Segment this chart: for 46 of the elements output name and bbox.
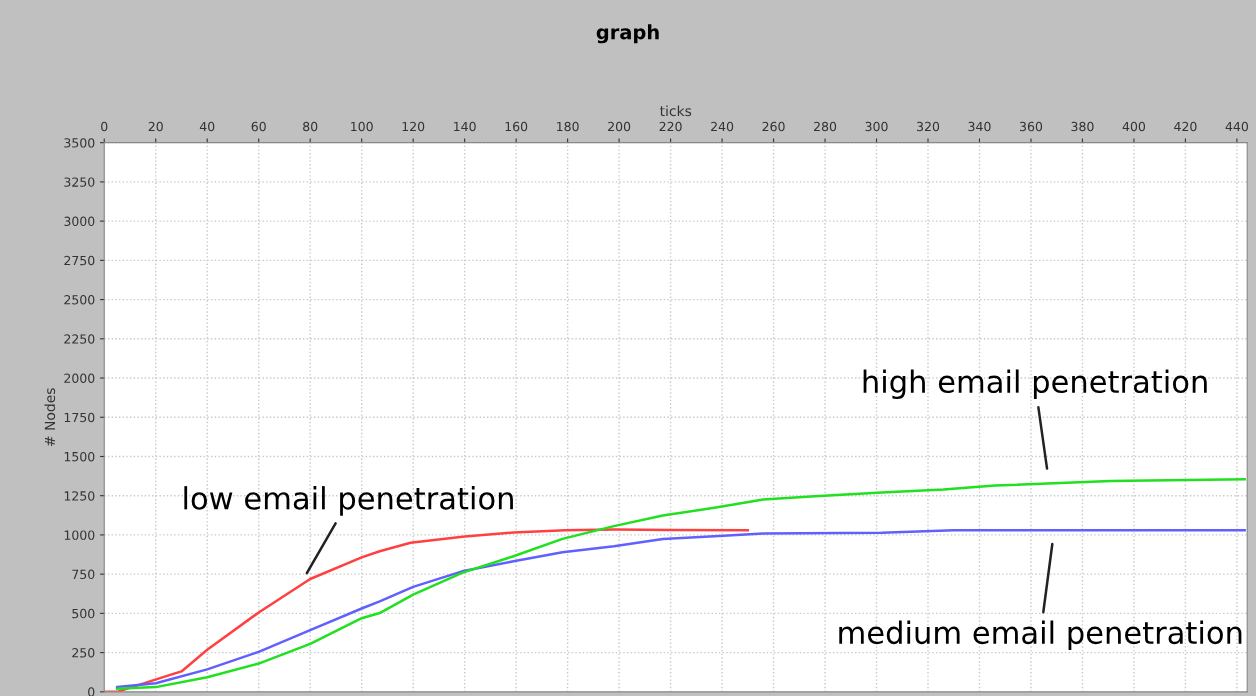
y-tick-label: 2750 [64, 255, 95, 266]
x-tick-label: 400 [1122, 121, 1146, 132]
y-tick-label: 2500 [64, 295, 95, 305]
y-tick-label: 3500 [64, 138, 95, 148]
x-tick-label: 180 [557, 121, 579, 132]
x-tick-label: 360 [1020, 121, 1043, 132]
x-tick-label: 340 [968, 121, 991, 132]
y-tick-label: 1250 [64, 491, 95, 501]
x-tick-label: 80 [303, 121, 318, 132]
y-tick-label: 250 [72, 648, 95, 658]
line-series [115, 528, 1246, 689]
annotation: low email penetration [184, 486, 513, 516]
x-tick-label: 380 [1071, 121, 1094, 132]
y-tick-label: 1500 [64, 451, 95, 462]
x-tick-label: 200 [608, 121, 631, 132]
y-tick-label: 750 [72, 569, 95, 580]
x-tick-label: 300 [865, 121, 888, 132]
y-tick-label: 2250 [64, 334, 95, 344]
y-axis-title: # Nodes [44, 388, 56, 446]
x-tick-label: 0 [101, 121, 108, 132]
y-tick-label: 2000 [64, 373, 95, 383]
x-tick-label: 20 [148, 121, 163, 132]
x-tick-label: 40 [199, 121, 215, 132]
y-tick-label: 0 [88, 687, 95, 696]
x-tick-label: 160 [505, 121, 528, 132]
x-tick-label: 320 [917, 121, 940, 132]
x-tick-label: 220 [659, 121, 682, 132]
x-tick-label: 440 [1225, 121, 1249, 132]
y-tick-label: 3250 [64, 177, 95, 187]
annotation: medium email penetration [839, 620, 1242, 651]
x-tick-label: 120 [402, 121, 425, 132]
x-tick-label: 100 [351, 121, 373, 132]
x-axis-title: ticks [659, 105, 692, 117]
y-tick-label: 3000 [64, 216, 95, 227]
x-tick-label: 280 [814, 121, 837, 132]
x-tick-label: 140 [454, 121, 476, 132]
x-tick-label: 240 [711, 121, 734, 132]
x-tick-label: 60 [251, 121, 266, 132]
y-tick-label: 500 [72, 608, 95, 619]
x-tick-label: 260 [762, 121, 785, 132]
chart-title: graph [596, 24, 659, 44]
annotation: high email penetration [863, 369, 1207, 400]
x-tick-label: 420 [1174, 121, 1197, 132]
line-series [115, 478, 1246, 690]
y-tick-label: 1000 [64, 530, 95, 540]
y-tick-label: 1750 [64, 412, 95, 423]
